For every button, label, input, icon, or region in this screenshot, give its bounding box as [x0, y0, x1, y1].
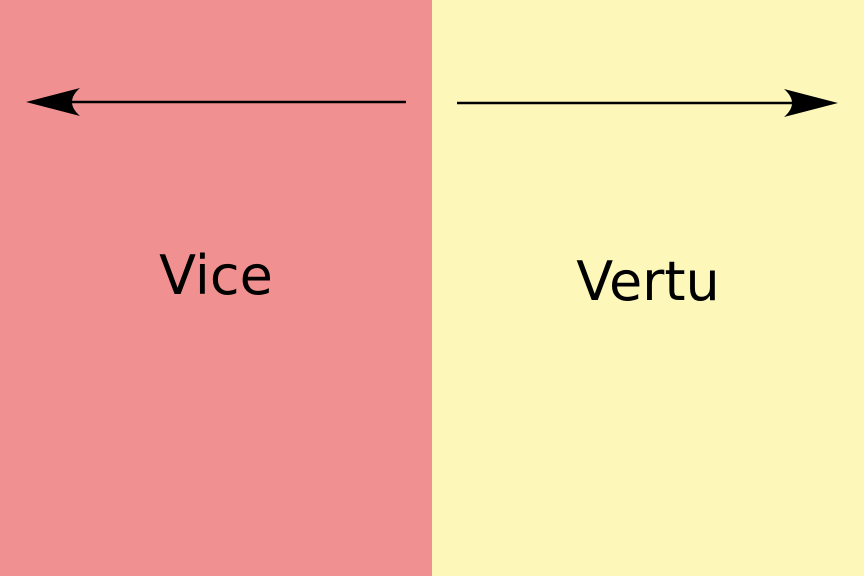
- left-arrow-head: [26, 88, 80, 116]
- left-arrow-icon: [26, 88, 406, 116]
- vertu-label: Vertu: [576, 250, 720, 313]
- right-arrow-icon: [457, 89, 838, 117]
- right-arrow-head: [784, 89, 838, 117]
- vice-label: Vice: [159, 244, 273, 307]
